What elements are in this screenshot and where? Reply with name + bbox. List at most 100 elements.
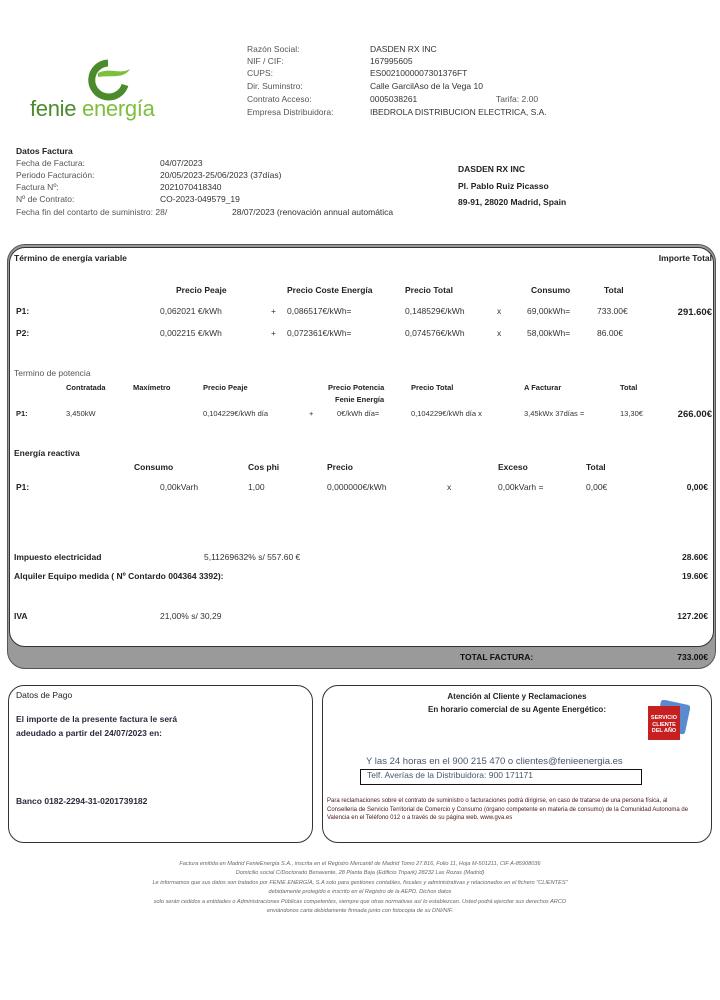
tarifa: Tarifa: 2.00	[496, 94, 539, 104]
col-total: Total	[620, 383, 638, 392]
value-fecha-factura: 04/07/2023	[160, 158, 203, 168]
payment-title: Datos de Pago	[16, 690, 73, 700]
col-precio-potencia-sub: Fenie Energía	[335, 395, 385, 404]
averias-phone: Telf. Averías de la Distribuidora: 900 1…	[367, 770, 534, 780]
value-fecha-fin: 28/07/2023 (renovación annual automática	[232, 207, 394, 217]
plus-sign: +	[271, 328, 276, 338]
alquiler-amount: 19.60€	[682, 571, 708, 581]
col-precio: Precio	[327, 462, 353, 472]
col-total: Total	[604, 285, 624, 295]
value-suministro: Calle GarcilAso de la Vega 10	[370, 81, 483, 91]
potencia-title: Termino de potencia	[14, 368, 91, 378]
col-precio-peaje: Precio Peaje	[203, 383, 248, 392]
payment-box	[8, 685, 313, 843]
precio-total: 0,104229€/kWh día x	[411, 409, 482, 418]
label-distribuidora: Empresa Distribuidora:	[247, 107, 334, 117]
col-maximetro: Maxímetro	[133, 383, 171, 392]
label-periodo: Periodo Facturación:	[16, 170, 95, 180]
precio-total: 0,148529€/kWh	[405, 306, 465, 316]
col-contratada: Contratada	[66, 383, 106, 392]
col-a-facturar: A Facturar	[524, 383, 562, 392]
times-sign: x	[497, 328, 502, 338]
logo-e-icon	[88, 59, 130, 101]
plus-sign: +	[271, 306, 276, 316]
customer-service-subtitle: En horario comercial de su Agente Energé…	[428, 705, 606, 714]
footer-line: debidamente protegido e inscrito en el R…	[268, 889, 452, 895]
value-distribuidora: IBEDROLA DISTRIBUCION ELECTRICA, S.A.	[370, 107, 547, 117]
importe-total-header: Importe Total	[658, 253, 712, 263]
precio-peaje: 0,002215 €/kWh	[160, 328, 222, 338]
energia-variable-title: Término de energía variable	[14, 253, 127, 263]
customer-service-title: Atención al Cliente y Reclamaciones	[447, 692, 587, 701]
value-periodo: 20/05/2023-25/06/2023 (37días)	[160, 170, 282, 180]
total: 86.00€	[597, 328, 623, 338]
total: 0,00€	[586, 482, 608, 492]
logo-text-fenie: fenie	[30, 96, 77, 121]
period-label: P1:	[16, 306, 30, 316]
customer-service-box	[322, 685, 712, 843]
reclamaciones-text: Para reclamaciones sobre el contrato de …	[327, 798, 689, 821]
consumo: 58,00kWh=	[527, 328, 571, 338]
period-label: P1:	[16, 482, 30, 492]
col-cos-phi: Cos phi	[248, 462, 280, 472]
total-factura-amount: 733.00€	[677, 652, 708, 662]
value-contrato: CO-2023-049579_19	[160, 194, 240, 204]
iva-detail: 21,00% s/ 30,29	[160, 611, 222, 621]
value-razon-social: DASDEN RX INC	[370, 44, 437, 54]
footer-line: Domicilio social C/Doctorado Benavente, …	[235, 870, 485, 876]
invoice-data-title: Datos Factura	[16, 146, 73, 156]
exceso: 0,00kVarh =	[498, 482, 544, 492]
col-total: Total	[586, 462, 606, 472]
period-label: P2:	[16, 328, 30, 338]
footer-line: solo serán cedidos a entidades o Adminis…	[153, 899, 567, 905]
contratada: 3,450kW	[66, 409, 96, 418]
precio-peaje: 0,062021 €/kWh	[160, 306, 222, 316]
charges-box	[9, 247, 714, 647]
col-precio-peaje: Precio Peaje	[176, 285, 227, 295]
recipient-name: DASDEN RX INC	[458, 164, 526, 174]
iva-amount: 127.20€	[677, 611, 708, 621]
precio-coste: 0,072361€/kWh=	[287, 328, 352, 338]
label-contrato-acceso: Contrato Acceso:	[247, 94, 312, 104]
col-precio-total: Precio Total	[411, 383, 454, 392]
period-label: P1:	[16, 409, 28, 418]
label-factura-num: Factura Nº:	[16, 182, 59, 192]
impuesto-amount: 28.60€	[682, 552, 708, 562]
label-nif: NIF / CIF:	[247, 56, 284, 66]
service-award-badge-icon	[648, 700, 690, 740]
label-razon-social: Razón Social:	[247, 44, 300, 54]
label-suministro: Dir. Suminstro:	[247, 81, 303, 91]
col-precio-total: Precio Total	[405, 285, 454, 295]
payment-text-line2: adeudado a partir del 24/07/2023 en:	[16, 728, 162, 738]
reactiva-title: Energía reactiva	[14, 448, 80, 458]
times-sign: x	[497, 306, 502, 316]
value-cups: ES0021000007301376FT	[370, 68, 468, 78]
precio-coste: 0,086517€/kWh=	[287, 306, 352, 316]
value-contrato-acceso: 0005038261	[370, 94, 418, 104]
importe-energia-variable: 291.60€	[677, 307, 712, 318]
iva-label: IVA	[14, 611, 28, 621]
precio-potencia: 0€/kWh día=	[337, 409, 380, 418]
label-cups: CUPS:	[247, 68, 273, 78]
times-sign: x	[447, 482, 452, 492]
payment-text-line1: El importe de la presente factura le ser…	[16, 714, 178, 724]
footer-line: Le informamos que sus datos son tratados…	[152, 880, 568, 886]
col-exceso: Exceso	[498, 462, 528, 472]
cos-phi: 1,00	[248, 482, 265, 492]
label-contrato: Nº de Contrato:	[16, 194, 75, 204]
value-factura-num: 2021070418340	[160, 182, 222, 192]
bank-account: Banco 0182-2294-31-0201739182	[16, 796, 148, 806]
logo-text-energia: energía	[82, 96, 155, 121]
badge-text: SERVICIO CLIENTE DEL AÑO	[650, 715, 678, 735]
alquiler-label: Alquiler Equipo medida ( Nº Contardo 004…	[14, 571, 224, 581]
consumo: 69,00kWh=	[527, 306, 571, 316]
contact-line: Y las 24 horas en el 900 215 470 o clien…	[366, 756, 623, 767]
col-precio-coste: Precio Coste Energía	[287, 285, 373, 295]
precio-total: 0,074576€/kWh	[405, 328, 465, 338]
label-fecha-factura: Fecha de Factura:	[16, 158, 85, 168]
total: 13,30€	[620, 409, 643, 418]
recipient-line2: 89-91, 28020 Madrid, Spain	[458, 197, 567, 207]
importe-reactiva: 0,00€	[686, 482, 708, 492]
recipient-line1: Pl. Pablo Ruiz Picasso	[458, 181, 549, 191]
a-facturar: 3,45kWx 37días =	[524, 409, 585, 418]
